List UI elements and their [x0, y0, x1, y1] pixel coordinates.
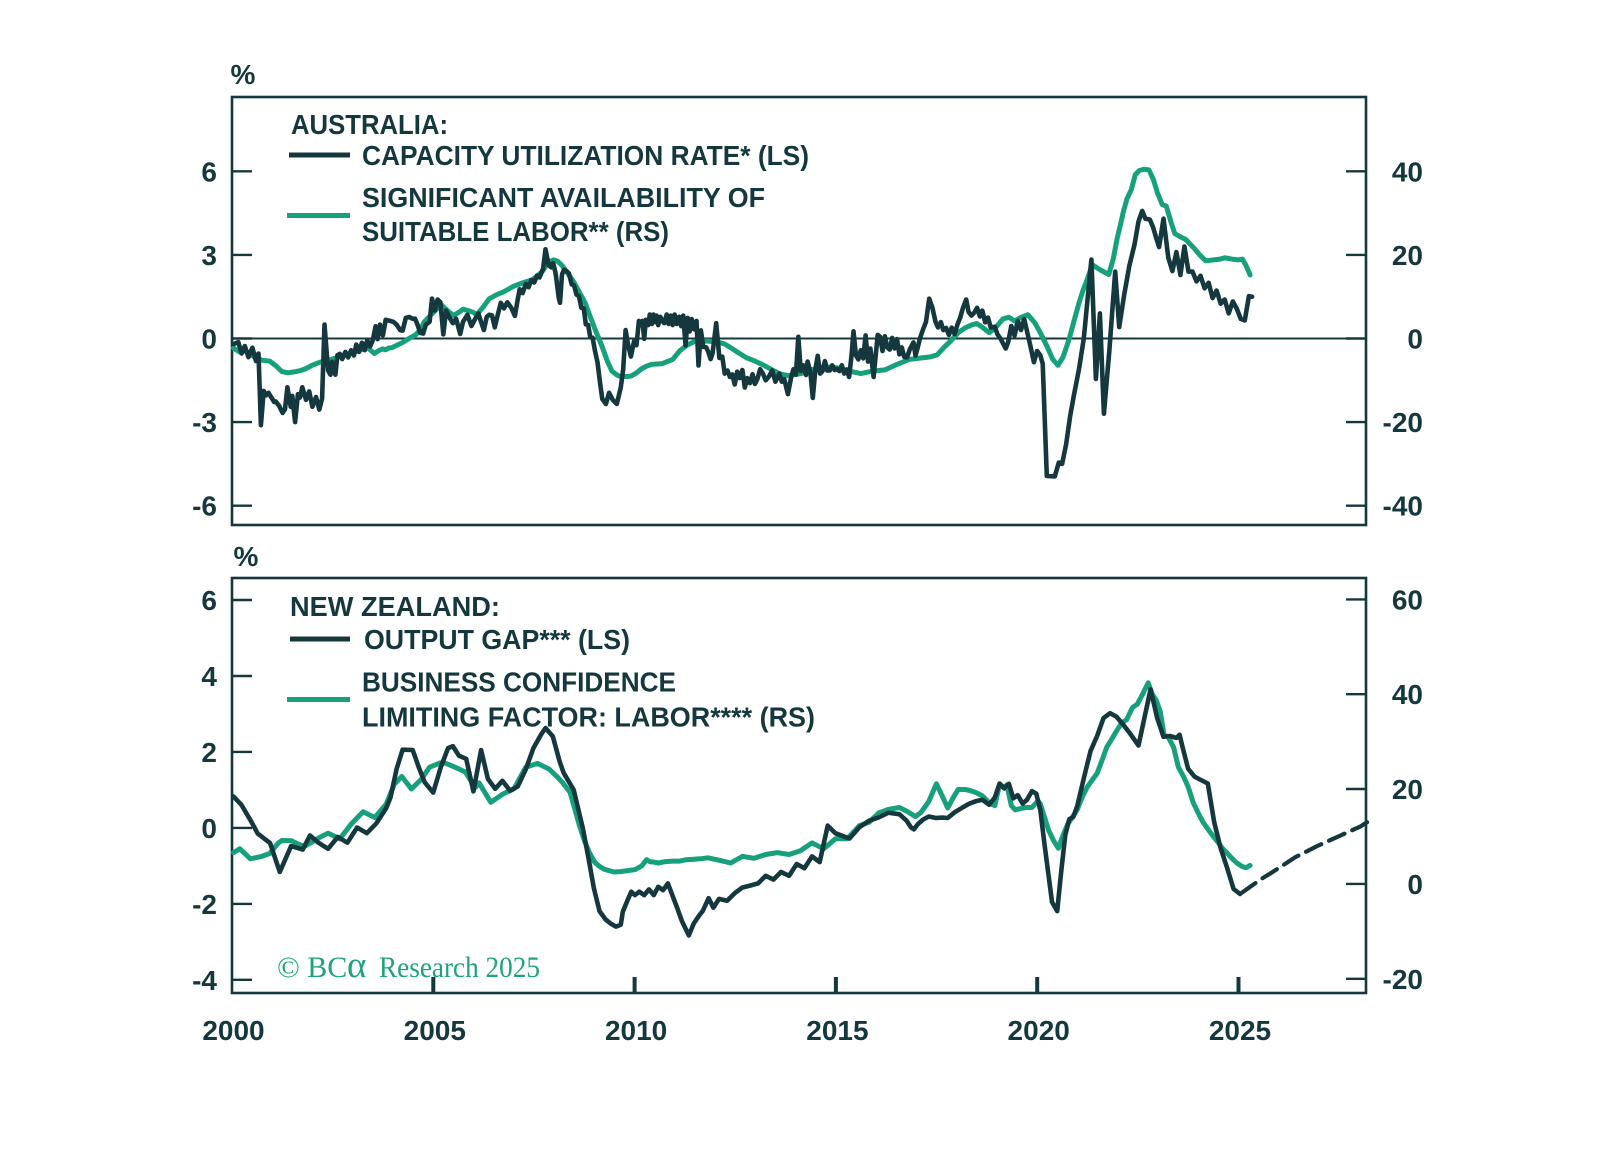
svg-text:CAPACITY UTILIZATION RATE* (LS: CAPACITY UTILIZATION RATE* (LS): [362, 140, 809, 171]
svg-text:2020: 2020: [1008, 1015, 1070, 1046]
svg-text:0: 0: [1407, 324, 1423, 355]
svg-text:%: %: [231, 59, 256, 90]
svg-text:20: 20: [1392, 774, 1423, 805]
svg-text:-3: -3: [192, 407, 217, 438]
svg-text:3: 3: [201, 240, 217, 271]
svg-text:2: 2: [201, 737, 217, 768]
svg-text:LIMITING FACTOR: LABOR**** (RS: LIMITING FACTOR: LABOR**** (RS): [362, 702, 815, 733]
svg-text:-40: -40: [1383, 491, 1423, 522]
svg-text:2000: 2000: [202, 1015, 264, 1046]
svg-text:2015: 2015: [806, 1015, 868, 1046]
svg-text:SIGNIFICANT AVAILABILITY OF: SIGNIFICANT AVAILABILITY OF: [362, 182, 765, 213]
svg-text:-6: -6: [192, 491, 217, 522]
svg-text:-20: -20: [1383, 964, 1423, 995]
svg-text:0: 0: [1407, 869, 1423, 900]
svg-text:BUSINESS CONFIDENCE: BUSINESS CONFIDENCE: [362, 667, 676, 698]
svg-text:2010: 2010: [605, 1015, 667, 1046]
svg-text:-2: -2: [192, 889, 217, 920]
svg-text:6: 6: [201, 156, 217, 187]
svg-text:α: α: [347, 945, 366, 986]
svg-text:0: 0: [201, 324, 217, 355]
svg-text:-4: -4: [192, 965, 217, 996]
svg-text:2005: 2005: [404, 1015, 466, 1046]
svg-text:40: 40: [1392, 156, 1423, 187]
svg-text:© BC: © BC: [277, 951, 347, 984]
svg-text:%: %: [234, 541, 259, 572]
svg-text:AUSTRALIA:: AUSTRALIA:: [291, 109, 448, 140]
svg-text:0: 0: [201, 813, 217, 844]
svg-text:40: 40: [1392, 679, 1423, 710]
svg-text:20: 20: [1392, 240, 1423, 271]
svg-text:Research 2025: Research 2025: [379, 951, 540, 984]
svg-text:2025: 2025: [1209, 1015, 1271, 1046]
svg-text:6: 6: [201, 585, 217, 616]
svg-text:60: 60: [1392, 584, 1423, 615]
svg-text:-20: -20: [1383, 407, 1423, 438]
svg-text:4: 4: [201, 661, 217, 692]
svg-text:NEW ZEALAND:: NEW ZEALAND:: [290, 591, 500, 622]
svg-text:SUITABLE LABOR** (RS): SUITABLE LABOR** (RS): [362, 216, 669, 247]
svg-text:OUTPUT GAP*** (LS): OUTPUT GAP*** (LS): [364, 624, 630, 655]
